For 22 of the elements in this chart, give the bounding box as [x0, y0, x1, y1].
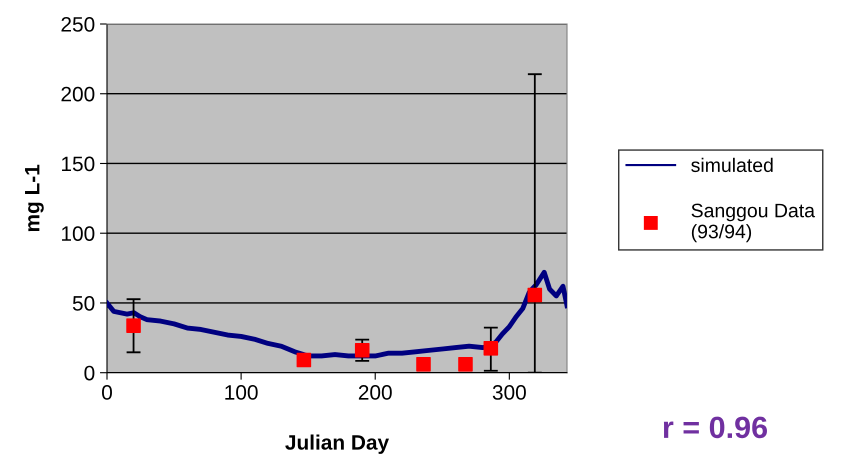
x-axis-title: Julian Day: [285, 434, 389, 454]
point: [458, 357, 473, 372]
y-tick-label: 0: [84, 366, 94, 380]
y-tick-label: 200: [61, 86, 94, 102]
y-tick-label: 50: [72, 296, 94, 311]
y-tick-label: 150: [62, 156, 94, 172]
point: [354, 342, 370, 358]
x-tick-label: 300: [492, 385, 526, 400]
x-tick-label: 0: [102, 385, 112, 400]
point: [484, 341, 498, 356]
y-tick-label: 250: [61, 17, 94, 32]
point: [416, 357, 431, 372]
point: [126, 318, 141, 333]
point: [528, 288, 542, 302]
y-axis-title: mg L-1: [25, 164, 44, 232]
x-tick-label: 100: [225, 385, 258, 400]
point: [296, 352, 312, 368]
legend-label: Sanggou Data (93/94): [692, 204, 815, 242]
x-tick-label: 200: [358, 385, 392, 400]
text: r = 0.96: [664, 416, 767, 438]
legend-label: simulated: [691, 158, 773, 172]
y-tick-label: 100: [62, 226, 94, 241]
